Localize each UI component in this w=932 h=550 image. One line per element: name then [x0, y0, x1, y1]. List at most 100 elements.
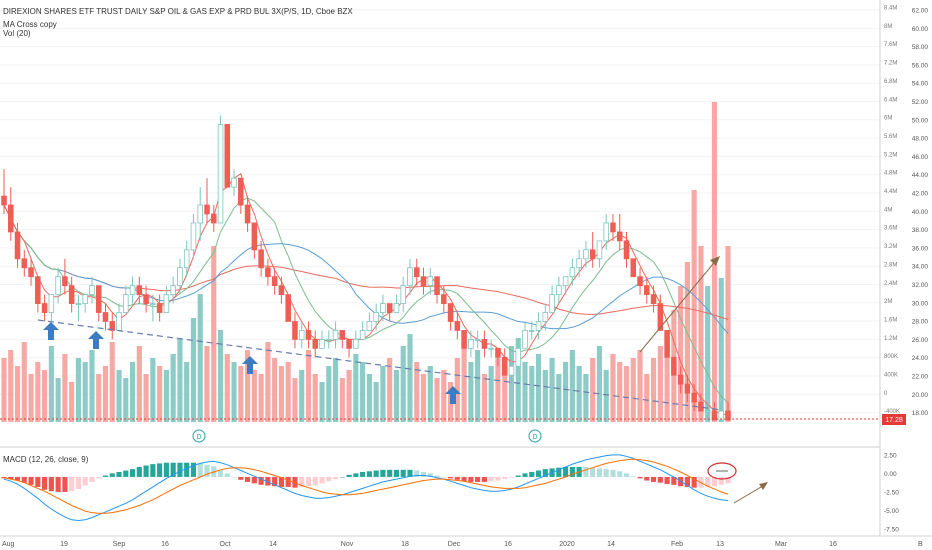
candle — [204, 178, 210, 223]
macd-histogram-bar — [684, 476, 690, 487]
candle — [285, 294, 291, 322]
volume-tick-label: 5.6M — [884, 134, 897, 140]
macd-histogram-bar — [305, 476, 312, 487]
candle-body — [332, 330, 339, 340]
indicator-volume[interactable]: Vol (20) — [3, 29, 31, 38]
macd-histogram-bar — [644, 476, 650, 481]
candle-body — [400, 285, 406, 304]
candle — [89, 276, 95, 304]
candle-body — [556, 285, 562, 296]
volume-bar — [461, 342, 467, 422]
price-axis[interactable]: 62.00 60.00 58.00 56.00 54.00 52.00 50.00 48.00… — [912, 8, 929, 418]
dividend-marker[interactable]: D — [528, 429, 542, 443]
volume-bar — [184, 362, 190, 422]
candle — [562, 276, 569, 295]
macd-pane — [1, 454, 731, 522]
time-tick-label: 13 — [716, 541, 724, 548]
candle-body — [21, 258, 28, 269]
macd-histogram-bar — [535, 470, 542, 477]
macd-histogram-bar — [326, 476, 332, 482]
volume-tick-label: 400K — [884, 373, 898, 379]
volume-bar — [272, 358, 278, 422]
macd-histogram-bar — [278, 476, 284, 487]
time-tick-label: Mar — [775, 541, 788, 548]
volume-bar — [136, 346, 142, 422]
macd-histogram-bar — [657, 476, 663, 483]
price-tick-label: 32.00 — [912, 282, 929, 289]
volume-tick-label: 5.2M — [884, 152, 897, 158]
candle-body — [116, 312, 122, 331]
candle-body — [393, 303, 400, 313]
macd-histogram-bar — [69, 476, 75, 492]
macd-histogram-bar — [664, 476, 670, 485]
candle — [55, 267, 61, 304]
candle — [420, 267, 427, 295]
volume-bar — [265, 342, 271, 422]
macd-histogram-bar — [231, 476, 237, 478]
price-tick-label: 36.00 — [912, 245, 929, 252]
macd-histogram-bar — [623, 473, 630, 477]
macd-histogram-bar — [197, 463, 203, 477]
candle — [41, 294, 48, 322]
candle-body — [447, 303, 454, 322]
indicator-ma-cross[interactable]: MA Cross copy — [3, 20, 57, 29]
volume-bar — [360, 362, 366, 422]
time-tick-label: Nov — [341, 541, 354, 548]
candle — [704, 402, 711, 420]
time-tick-label: Feb — [671, 541, 683, 548]
candle-body — [481, 338, 488, 349]
candle-body — [190, 222, 197, 251]
candle-body — [562, 276, 569, 287]
candle — [461, 330, 467, 349]
candle-body — [35, 276, 41, 304]
candle — [353, 330, 359, 349]
candle-body — [28, 267, 34, 278]
macd-tick-label: 0.00 — [884, 471, 897, 478]
macd-tick-label: -7.50 — [884, 527, 899, 534]
candle-body — [95, 285, 102, 313]
candle-body — [244, 204, 251, 224]
macd-histogram-bar — [82, 476, 88, 486]
price-tick-label: 62.00 — [912, 8, 929, 15]
volume-bar — [387, 358, 393, 422]
candle-body — [265, 267, 271, 278]
macd-histogram-bar — [1, 476, 7, 479]
candle-body — [251, 222, 258, 251]
volume-bar — [42, 370, 48, 422]
time-axis[interactable]: Aug 19 Sep 16 Oct 14 Nov 18 Dec 16 2020 14 Feb 13 Mar 1… — [2, 541, 837, 548]
candle-body — [271, 276, 278, 287]
candle-body — [217, 124, 224, 224]
candle-body — [41, 303, 48, 313]
volume-bar — [705, 286, 711, 422]
candle — [339, 330, 346, 349]
macd-axis[interactable]: 2.50 0.00 -2.50 -5.00 -7.50 — [884, 453, 899, 534]
candle — [603, 214, 609, 250]
candle-body — [596, 240, 603, 260]
volume-tick-label: 6.4M — [884, 97, 897, 103]
macd-histogram-bar — [129, 469, 136, 477]
price-tick-label: 54.00 — [912, 81, 929, 88]
volume-bar — [691, 190, 697, 422]
volume-bar — [292, 378, 298, 422]
macd-histogram-bar — [475, 476, 481, 482]
candle — [156, 294, 163, 322]
candle-body — [14, 231, 21, 260]
dividend-marker[interactable]: D — [192, 429, 206, 443]
candle-body — [109, 321, 116, 331]
volume-bar — [393, 370, 400, 422]
macd-histogram-bar — [610, 469, 616, 477]
macd-histogram-bar — [380, 469, 386, 477]
volume-bar — [285, 362, 291, 422]
volume-bar — [583, 374, 589, 422]
volume-tick-label: 8.4M — [884, 6, 897, 12]
candle — [400, 276, 406, 313]
candle — [48, 294, 55, 322]
volume-bar — [1, 358, 7, 422]
indicator-macd[interactable]: MACD (12, 26, close, 9) — [3, 455, 89, 464]
macd-histogram-bar — [312, 476, 318, 486]
macd-histogram-bar — [583, 466, 589, 477]
volume-tick-label: 2.8M — [884, 262, 897, 268]
candle — [501, 348, 508, 376]
macd-histogram-bar — [434, 475, 440, 477]
